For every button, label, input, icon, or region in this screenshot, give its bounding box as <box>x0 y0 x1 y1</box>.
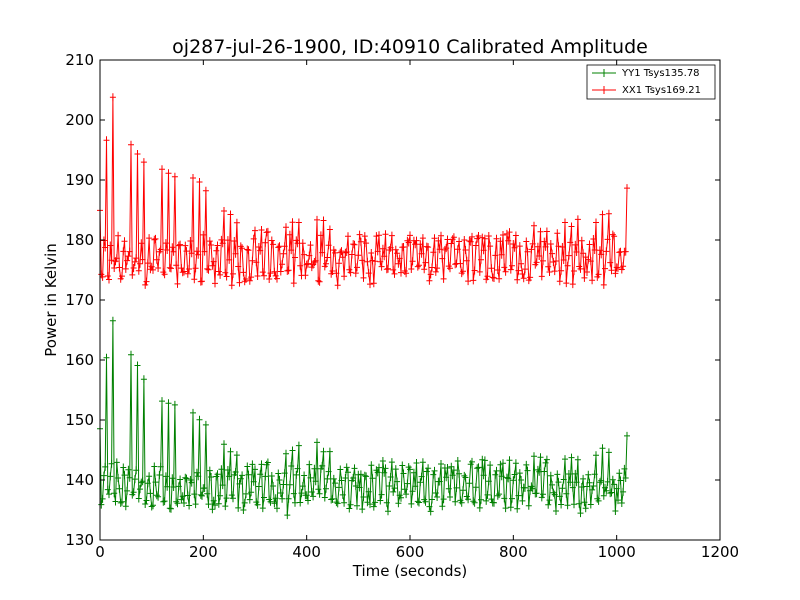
legend-marker-xx1 <box>600 86 608 94</box>
y-tick-label-4: 170 <box>65 291 94 309</box>
legend-marker-yy1 <box>600 69 608 77</box>
legend-label-yy1: YY1 Tsys135.78 <box>621 68 700 79</box>
legend: YY1 Tsys135.78 XX1 Tsys169.21 <box>586 64 716 100</box>
x-tick-label-5: 1000 <box>598 543 636 561</box>
series-layer <box>97 93 630 520</box>
x-tick-label-0: 0 <box>95 543 105 561</box>
y-tick-label-7: 200 <box>65 111 94 129</box>
legend-label-xx1: XX1 Tsys169.21 <box>622 85 701 96</box>
chart-title: oj287-jul-26-1900, ID:40910 Calibrated A… <box>172 36 648 58</box>
x-tick-label-4: 800 <box>499 543 528 561</box>
x-tick-label-6: 1200 <box>701 543 739 561</box>
y-axis-label: Power in Kelvin <box>42 243 60 357</box>
x-tick-label-2: 400 <box>292 543 321 561</box>
ticks-layer: 0 200 400 600 800 1000 1200 130 140 150 160 170 180 1… <box>65 51 739 561</box>
series-1 <box>97 93 630 290</box>
y-tick-label-6: 190 <box>65 171 94 189</box>
x-tick-label-3: 600 <box>396 543 425 561</box>
x-tick-label-1: 200 <box>189 543 218 561</box>
y-tick-label-1: 140 <box>65 471 94 489</box>
y-tick-label-3: 160 <box>65 351 94 369</box>
y-tick-label-8: 210 <box>65 51 94 69</box>
y-tick-label-0: 130 <box>65 531 94 549</box>
y-tick-label-2: 150 <box>65 411 94 429</box>
y-tick-label-5: 180 <box>65 231 94 249</box>
x-axis-label: Time (seconds) <box>352 562 468 580</box>
legend-box <box>586 64 716 100</box>
